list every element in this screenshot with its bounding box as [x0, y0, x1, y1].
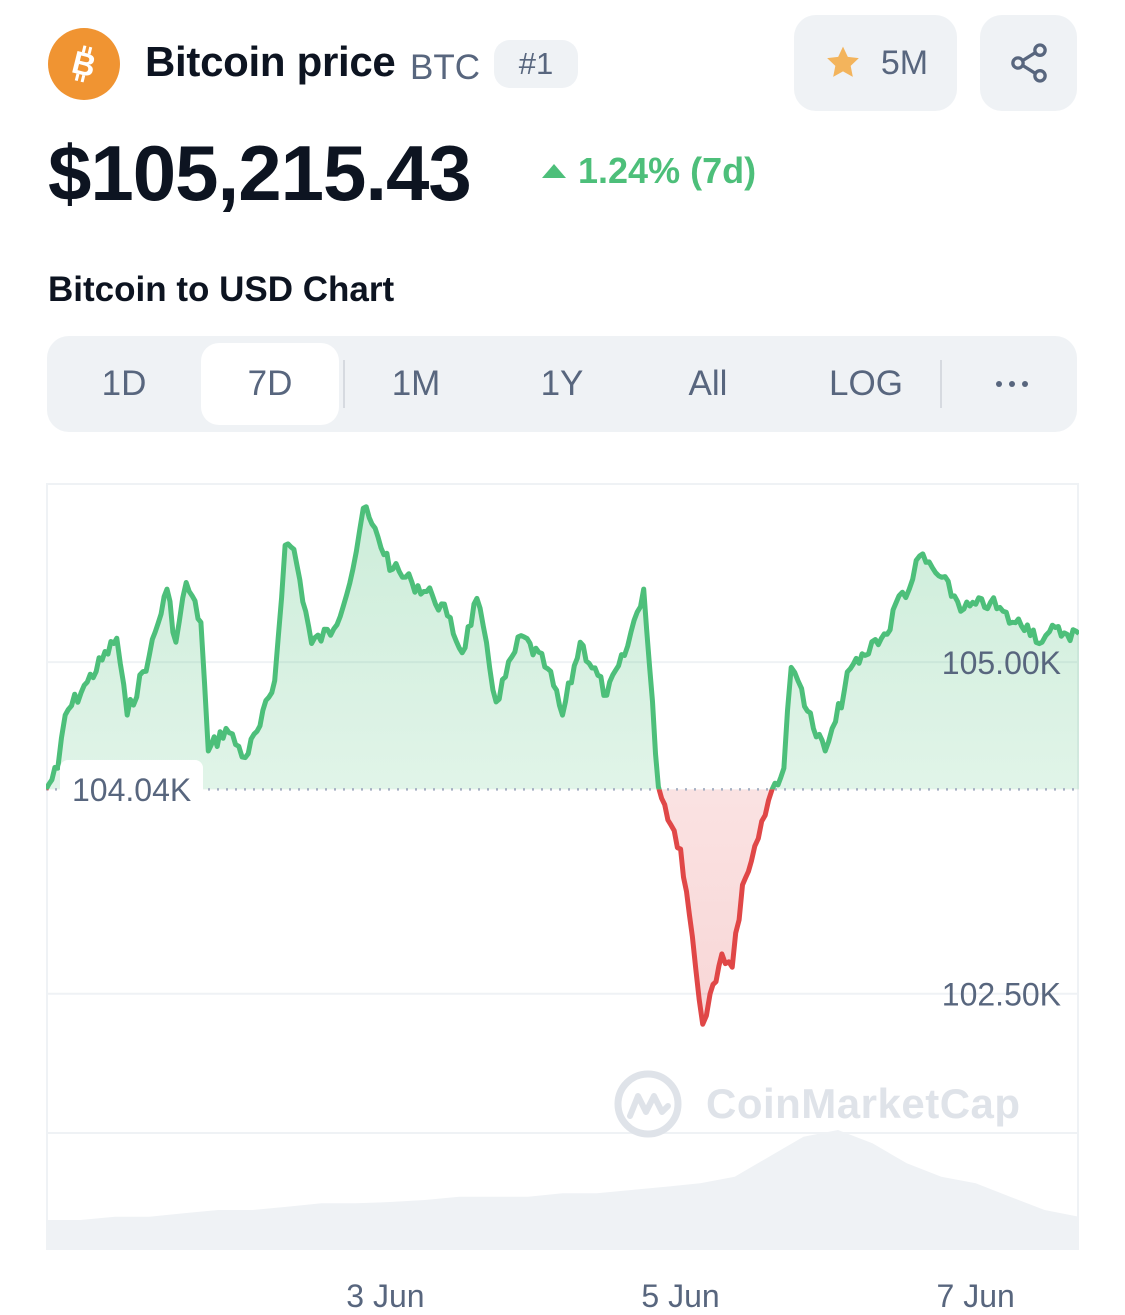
tab-7d[interactable]: 7D	[201, 343, 339, 425]
rank-badge: #1	[494, 40, 578, 88]
coin-symbol: BTC	[410, 48, 480, 87]
coin-title: Bitcoin price	[145, 38, 396, 85]
tab-divider	[940, 360, 942, 408]
volume-area	[46, 1130, 1079, 1250]
coinmarketcap-logo-icon	[614, 1070, 682, 1138]
price-change: 1.24% (7d)	[542, 150, 756, 192]
price-area-up	[46, 506, 1079, 790]
tab-1y[interactable]: 1Y	[540, 364, 584, 403]
timeframe-tabs: 1D 7D 1M 1Y All LOG	[47, 336, 1077, 432]
y-tick-label: 105.00K	[942, 645, 1061, 681]
watchlist-count: 5M	[880, 43, 929, 82]
tab-log[interactable]: LOG	[829, 364, 903, 403]
volume-shape	[46, 1130, 1079, 1250]
coin-logo: B	[48, 28, 120, 100]
watermark-text: CoinMarketCap	[706, 1080, 1021, 1127]
triangle-up-icon	[542, 164, 566, 178]
chart-title: Bitcoin to USD Chart	[48, 270, 395, 309]
star-icon	[823, 43, 863, 83]
price-change-value: 1.24% (7d)	[578, 150, 757, 191]
more-horizontal-icon	[996, 381, 1028, 387]
share-button[interactable]	[980, 15, 1077, 111]
chart-frame	[46, 483, 1079, 1250]
price-line-up	[46, 504, 1079, 790]
price-area-down	[659, 789, 773, 1025]
more-options-button[interactable]	[952, 343, 1072, 425]
coinmarketcap-watermark: CoinMarketCap	[612, 1068, 1021, 1140]
watchlist-button[interactable]: 5M	[794, 15, 957, 111]
x-tick-label: 7 Jun	[936, 1278, 1015, 1314]
baseline-price-label: 104.04K	[60, 760, 204, 820]
tab-divider	[343, 360, 345, 408]
bitcoin-logo-icon: B	[68, 44, 99, 85]
tab-1m[interactable]: 1M	[391, 364, 441, 403]
tab-all[interactable]: All	[688, 364, 728, 403]
current-price: $105,215.43	[48, 129, 472, 217]
tab-1d[interactable]: 1D	[101, 364, 147, 403]
x-tick-label: 3 Jun	[346, 1278, 425, 1314]
price-chart[interactable]: 105.00K 102.50K	[46, 483, 1079, 1250]
share-icon	[1010, 43, 1047, 83]
x-tick-label: 5 Jun	[641, 1278, 720, 1314]
y-tick-label: 102.50K	[942, 977, 1061, 1013]
